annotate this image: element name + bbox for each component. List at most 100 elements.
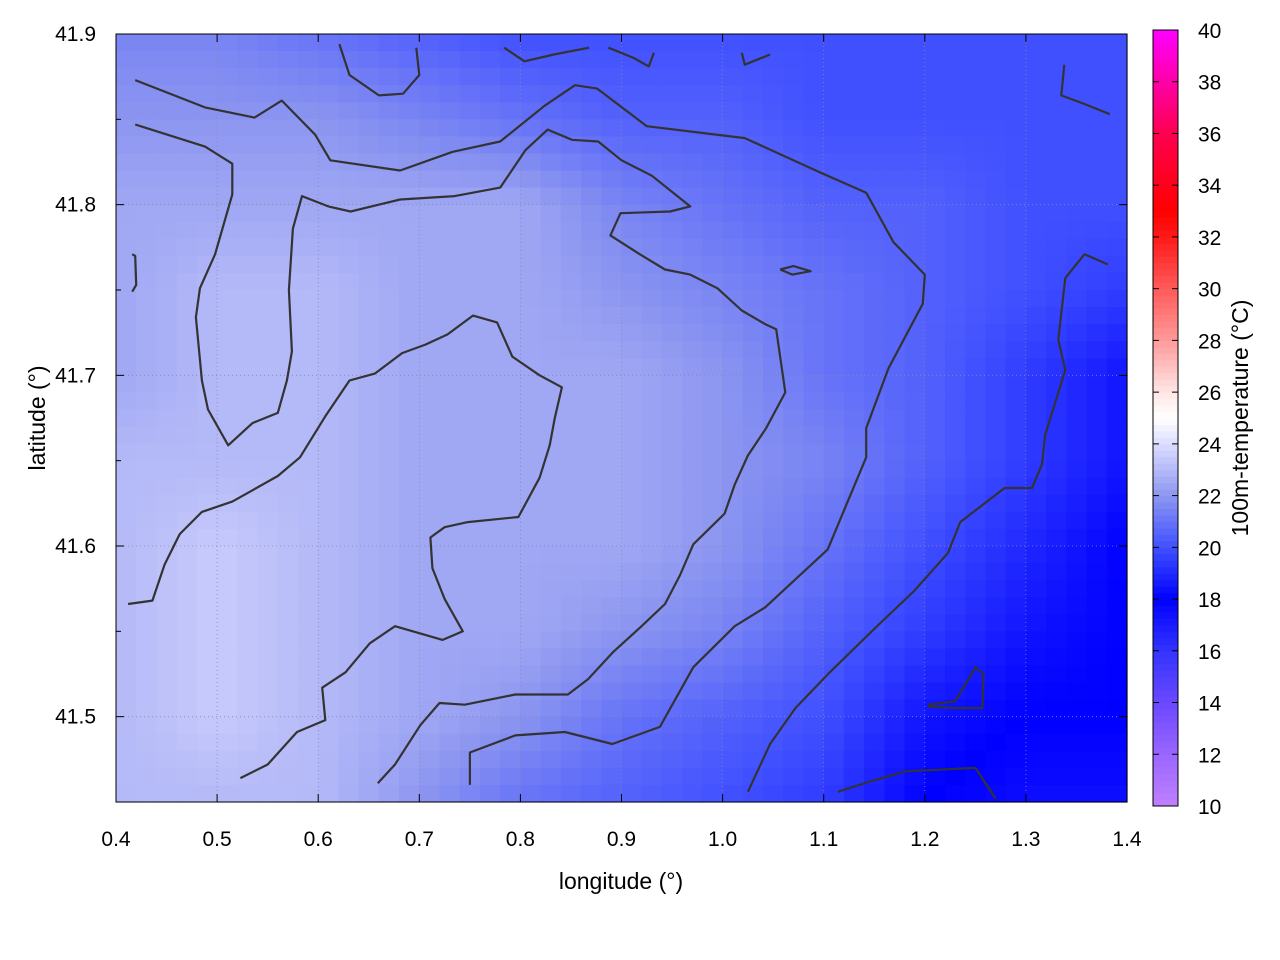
heatmap-cell <box>722 597 744 615</box>
heatmap-cell <box>985 460 1007 479</box>
heatmap-cell <box>924 426 946 445</box>
heatmap-cell <box>1005 511 1027 530</box>
heatmap-cell <box>399 460 420 479</box>
heatmap-cell <box>924 358 946 376</box>
heatmap-cell <box>1086 733 1108 752</box>
heatmap-cell <box>297 648 319 667</box>
heatmap-cell <box>621 426 643 445</box>
heatmap-cell <box>864 648 885 667</box>
heatmap-cell <box>1005 409 1027 428</box>
heatmap-cell <box>924 767 946 786</box>
heatmap-cell <box>965 85 987 103</box>
heatmap-cell <box>945 460 966 479</box>
heatmap-cell <box>419 784 441 803</box>
heatmap-cell <box>196 648 218 667</box>
heatmap-cell <box>985 494 1007 513</box>
heatmap-cell <box>479 614 501 632</box>
heatmap-cell <box>985 51 1007 69</box>
heatmap-cell <box>1066 119 1088 137</box>
heatmap-cell <box>843 102 865 120</box>
heatmap-cell <box>257 375 279 393</box>
heatmap-cell <box>884 409 906 428</box>
heatmap-cell <box>196 153 218 172</box>
heatmap-cell <box>965 733 987 752</box>
heatmap-cell <box>1086 716 1108 735</box>
colorbar-segment <box>1153 211 1178 219</box>
heatmap-cell <box>864 119 885 137</box>
heatmap-cell <box>601 665 623 684</box>
heatmap-cell <box>257 34 279 52</box>
heatmap-cell <box>196 170 218 189</box>
heatmap-cell <box>702 784 724 803</box>
heatmap-cell <box>399 136 420 155</box>
heatmap-cell <box>1106 477 1128 496</box>
colorbar <box>1152 29 1179 807</box>
heatmap-cell <box>237 528 259 547</box>
heatmap-cell <box>318 563 340 581</box>
heatmap-cell <box>358 682 380 701</box>
heatmap-cell <box>176 375 198 393</box>
heatmap-cell <box>520 784 542 803</box>
heatmap-cell <box>621 34 643 52</box>
heatmap-cell <box>459 119 481 137</box>
heatmap-cell <box>1066 580 1088 598</box>
heatmap-cell <box>1086 563 1108 581</box>
heatmap-cell <box>763 51 784 69</box>
heatmap-cell <box>823 767 845 786</box>
colorbar-segment <box>1153 709 1178 716</box>
heatmap-cell <box>156 238 178 257</box>
heatmap-cell <box>601 204 623 223</box>
heatmap-cell <box>399 238 420 257</box>
heatmap-cell <box>742 614 764 632</box>
heatmap-cell <box>277 716 299 735</box>
heatmap-cell <box>399 358 420 376</box>
heatmap-cell <box>540 631 562 649</box>
heatmap-cell <box>924 546 946 564</box>
heatmap-cell <box>661 136 683 155</box>
heatmap-cell <box>1025 272 1047 291</box>
heatmap-cell <box>116 272 137 291</box>
heatmap-cell <box>116 477 137 496</box>
heatmap-cell <box>621 392 643 411</box>
heatmap-cell <box>479 324 501 342</box>
heatmap-cell <box>560 187 582 206</box>
heatmap-cell <box>217 341 238 359</box>
heatmap-cell <box>641 443 663 462</box>
heatmap-cell <box>156 307 178 325</box>
heatmap-cell <box>297 511 319 530</box>
heatmap-cell <box>297 665 319 684</box>
heatmap-cell <box>601 68 623 86</box>
heatmap-cell <box>176 187 198 206</box>
heatmap-cell <box>843 733 865 752</box>
heatmap-cell <box>904 375 926 393</box>
heatmap-cell <box>378 665 400 684</box>
heatmap-cell <box>1025 409 1047 428</box>
heatmap-cell <box>560 358 582 376</box>
colorbar-tick-label: 36 <box>1198 123 1221 146</box>
heatmap-cell <box>399 580 420 598</box>
heatmap-cell <box>682 597 703 615</box>
heatmap-cell <box>459 546 481 564</box>
heatmap-cell <box>1046 716 1067 735</box>
heatmap-cell <box>540 733 562 752</box>
colorbar-tick-label: 10 <box>1198 796 1221 819</box>
heatmap-cell <box>945 528 966 547</box>
heatmap-cell <box>843 255 865 274</box>
heatmap-cell <box>1066 750 1088 769</box>
heatmap-cell <box>823 580 845 598</box>
heatmap-cell <box>277 272 299 291</box>
heatmap-cell <box>318 597 340 615</box>
heatmap-cell <box>257 358 279 376</box>
heatmap-cell <box>783 460 805 479</box>
heatmap-cell <box>156 699 178 718</box>
heatmap-cell <box>520 102 542 120</box>
heatmap-cell <box>1106 392 1128 411</box>
heatmap-cell <box>176 409 198 428</box>
heatmap-cell <box>1046 221 1067 240</box>
heatmap-cell <box>277 324 299 342</box>
heatmap-cell <box>601 170 623 189</box>
heatmap-cell <box>884 733 906 752</box>
heatmap-cell <box>803 51 825 69</box>
heatmap-cell <box>176 597 198 615</box>
heatmap-cell <box>843 682 865 701</box>
